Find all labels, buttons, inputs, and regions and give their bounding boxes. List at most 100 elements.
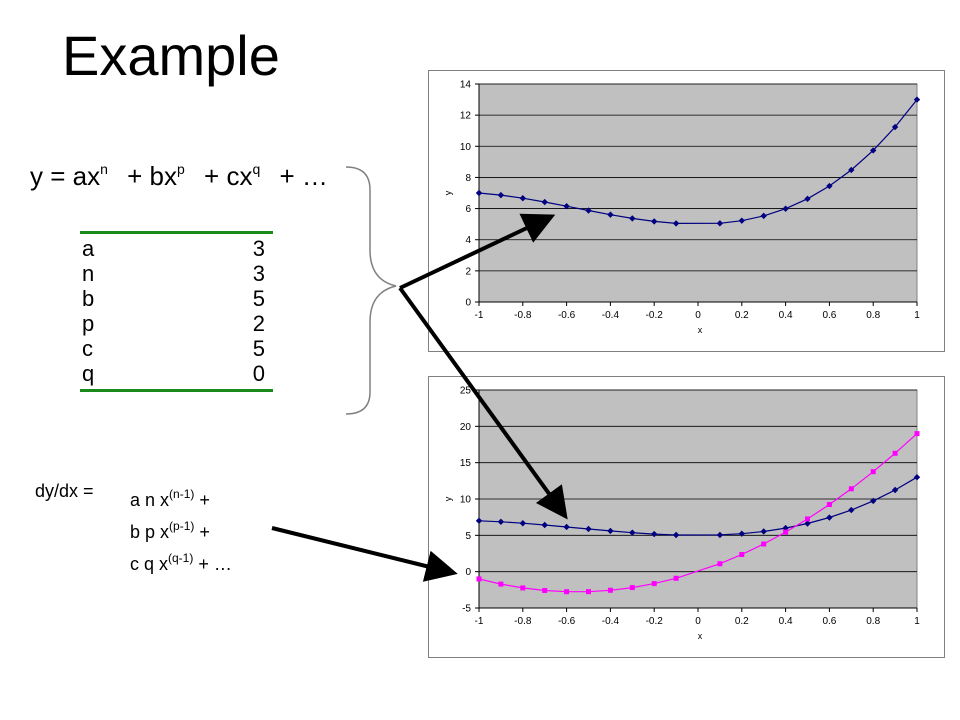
y-tick-label: 6 [465,204,471,215]
data-point-2 [607,587,613,593]
y-tick-label: 8 [465,173,471,184]
x-tick-label: -1 [475,616,484,627]
data-point-2 [761,541,767,547]
param-name: p [82,311,95,336]
brace-icon [345,166,397,415]
equation-term-1: y = axn [30,161,108,191]
param-value: 5 [252,286,265,311]
param-value: 5 [252,336,265,361]
y-tick-label: 10 [460,142,472,153]
x-tick-label: -0.2 [646,310,664,321]
y-tick-label: 15 [460,458,472,469]
slide-title: Example [62,24,280,87]
deriv-1-tail: + [194,490,210,510]
equation-term-3: + cxq [204,161,260,191]
y-tick-label: 2 [465,266,471,277]
y-tick-label: 20 [460,422,472,433]
param-value: 3 [252,236,265,261]
data-point-1 [672,220,680,227]
data-point-1 [804,195,811,203]
param-value: 0 [252,361,265,386]
data-point-2 [520,585,526,591]
param-name: a [82,236,95,261]
deriv-2-base: b p x [130,522,170,542]
chart-y-and-derivative: -5 0 5 10 15 20 25 -1 -0.8 -0.6 -0.4 -0.2 0 0.2 0.4 0.6… [428,376,945,658]
derivative-line-1: a n x(n-1) + [130,481,232,513]
derivative-label: dy/dx = [35,481,94,501]
y-tick-label: 5 [465,531,471,542]
data-point-2 [717,561,723,567]
polynomial-equation: y = axn + bxp + cxq + … [30,161,340,192]
data-point-1 [497,191,505,199]
data-point-1 [475,189,483,197]
y-tick-label: 14 [460,80,472,91]
param-value: 3 [252,261,265,286]
equation-term-4: + … [279,161,328,191]
equation-term-2: + bxp [127,161,185,191]
data-point-1 [891,486,899,494]
deriv-1-exponent: (n-1) [169,487,195,501]
y-tick-label: 25 [460,386,472,397]
series-line-1 [478,99,918,225]
data-point-2 [805,516,810,522]
param-name: n [82,261,95,286]
data-point-2 [870,469,876,475]
data-point-1 [826,182,833,190]
x-tick-label: 0.2 [735,310,749,321]
x-tick-label: -0.2 [646,616,664,627]
plot-area [478,83,918,303]
chart-y-svg: 0 2 4 6 8 10 12 14 -1 -0.8 -0.6 -0.4 -0.2 0 0.2 0.4 0.6 0… [443,80,921,336]
y-tick-label: 12 [460,111,472,122]
data-point-2 [651,581,657,587]
y-tick-label: 0 [465,298,471,309]
data-point-2 [673,575,679,581]
data-point-2 [783,529,789,535]
series-line-1 [478,476,918,536]
data-point-2 [586,589,591,595]
data-point-1 [913,96,921,103]
x-tick-label: -0.6 [558,616,576,627]
arrow-from-derivative-formula [271,526,458,582]
x-tick-label: -0.4 [602,310,620,321]
deriv-3-base: c q x [130,554,169,574]
data-point-2 [848,486,854,492]
x-tick-label: 0 [695,310,701,321]
param-value: 2 [252,311,265,336]
data-point-1 [585,525,592,533]
chart-y: 0 2 4 6 8 10 12 14 -1 -0.8 -0.6 -0.4 -0.2 0 0.2 0.4 0.6 0… [428,70,945,352]
data-point-1 [782,205,789,212]
data-point-1 [497,518,505,525]
data-point-2 [629,585,635,591]
data-point-1 [607,211,614,218]
arrow-to-derivative-chart [398,286,568,520]
table-top-rule [80,231,273,234]
x-tick-label: 0 [695,616,701,627]
x-tick-label: 0.8 [866,310,880,321]
data-point-2 [564,589,570,595]
data-point-2 [826,502,832,508]
series-line-2 [478,433,918,593]
x-tick-label: -0.4 [602,616,620,627]
param-name: q [82,361,95,386]
y-tick-label: 10 [460,495,472,506]
y-tick-label: 4 [465,235,471,246]
x-tick-label: -1 [475,310,484,321]
x-axis-label: x [698,325,703,335]
x-tick-label: 0.6 [822,310,836,321]
x-tick-label: -0.8 [514,310,532,321]
deriv-3-tail: + … [193,554,232,574]
derivative-expression: a n x(n-1) + b p x(p-1) + c q x(q-1) + … [130,481,232,577]
x-axis-label: x [698,631,703,641]
term-2-base: + bx [127,161,177,191]
term-1-base: y = ax [30,161,101,191]
deriv-2-exponent: (p-1) [169,519,195,533]
data-point-2 [739,552,745,558]
data-point-1 [760,528,767,535]
data-point-1 [585,207,592,214]
x-tick-label: 0.2 [735,616,749,627]
